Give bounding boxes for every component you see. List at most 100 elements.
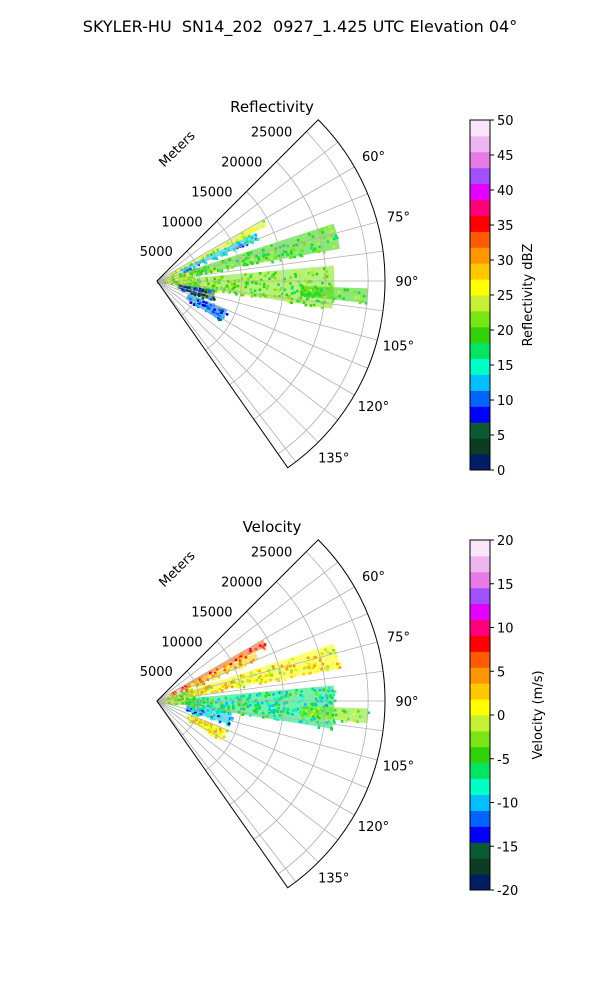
echo-gate (328, 694, 332, 697)
echo-gate (299, 249, 303, 253)
echo-gate (244, 257, 248, 261)
echo-gate (323, 666, 327, 670)
echo-gate (279, 710, 283, 713)
echo-gate (199, 708, 203, 711)
echo-gate (255, 669, 259, 672)
echo-gate (338, 666, 342, 669)
echo-gate (352, 712, 356, 716)
colorbar-segment (470, 247, 490, 264)
colorbar-segment (470, 135, 490, 153)
echo-gate (312, 249, 315, 252)
echo-gate (201, 269, 204, 272)
echo-gate (259, 694, 262, 697)
echo-gate (272, 704, 275, 707)
echo-gate (273, 276, 277, 280)
echo-gate (232, 287, 235, 290)
echo-gate (285, 298, 289, 301)
echo-gate (215, 281, 219, 284)
echo-gate (187, 705, 190, 709)
range-tick-label: 5000 (140, 665, 173, 680)
colorbar-segment (470, 390, 490, 407)
echo-gate (188, 282, 191, 286)
echo-gate (245, 658, 249, 662)
range-tick-label: 25000 (251, 546, 292, 561)
echo-gate (285, 701, 289, 704)
echo-gate (204, 272, 208, 275)
echo-gate (258, 706, 261, 710)
echo-gate (303, 243, 306, 246)
echo-gate (211, 674, 214, 678)
echo-gate (317, 242, 320, 245)
echo-gate (277, 254, 281, 258)
echo-gate (191, 292, 194, 295)
echo-gate (245, 696, 248, 700)
echo-gate (240, 293, 244, 297)
echo-gate (222, 735, 226, 739)
echo-gate (234, 696, 238, 700)
echo-gate (181, 275, 184, 278)
echo-gate (234, 282, 238, 285)
echo-gate (231, 266, 234, 269)
echo-gate (346, 288, 349, 292)
echo-gate (203, 721, 207, 724)
echo-gate (328, 720, 331, 724)
echo-gate (249, 671, 253, 674)
echo-gate (217, 278, 221, 281)
colorbar-segment (470, 279, 490, 296)
echo-gate (237, 242, 241, 246)
echo-gate (306, 661, 309, 664)
echo-gate (229, 697, 233, 701)
colorbar-tick-label: 50 (497, 114, 514, 129)
echo-gate (315, 249, 319, 253)
echo-gate (186, 273, 190, 277)
echo-gate (305, 721, 308, 725)
echo-gate (331, 662, 334, 666)
echo-gate (276, 296, 280, 299)
echo-gate (196, 704, 199, 707)
echo-gate (321, 228, 324, 231)
echo-gate (336, 662, 339, 666)
echo-gate (235, 238, 239, 242)
echo-gate (327, 689, 330, 693)
azimuth-gridline (156, 700, 368, 789)
echo-gate (268, 671, 271, 674)
azimuth-gridline (156, 586, 355, 702)
colorbar-tick-label: -5 (497, 753, 510, 768)
echo-gate (264, 674, 268, 677)
azimuth-gridline (156, 141, 339, 282)
echo-gate (242, 707, 246, 711)
echo-gate (249, 648, 252, 651)
echo-gate (264, 256, 268, 260)
echo-gate (228, 258, 231, 262)
reflectivity-azimuth-labels: 60° 75° 90° 105° 120° 135° (318, 150, 418, 467)
echo-gate (291, 657, 294, 661)
echo-gate (304, 303, 308, 307)
echo-gate (302, 717, 305, 720)
echo-gate (316, 291, 320, 295)
echo-gate (197, 303, 200, 306)
echo-gate (362, 294, 366, 298)
echo-gate (246, 698, 249, 702)
echo-gate (182, 281, 185, 284)
echo-gate (286, 296, 290, 299)
echo-gate (340, 720, 344, 723)
echo-gate (187, 263, 190, 267)
echo-gate (317, 250, 321, 254)
echo-gate (307, 292, 311, 295)
echo-gate (245, 238, 248, 241)
echo-gate (209, 728, 213, 731)
echo-gate (227, 278, 230, 281)
echo-gate (312, 656, 316, 659)
echo-gate (199, 713, 203, 716)
echo-gate (250, 258, 253, 261)
echo-gate (329, 701, 333, 705)
echo-gate (310, 280, 313, 284)
echo-gate (240, 234, 243, 237)
echo-gate (332, 649, 335, 652)
echo-gate (267, 674, 271, 677)
echo-gate (319, 695, 322, 699)
echo-gate (240, 277, 244, 280)
echo-gate (287, 279, 290, 282)
echo-gate (282, 280, 286, 283)
